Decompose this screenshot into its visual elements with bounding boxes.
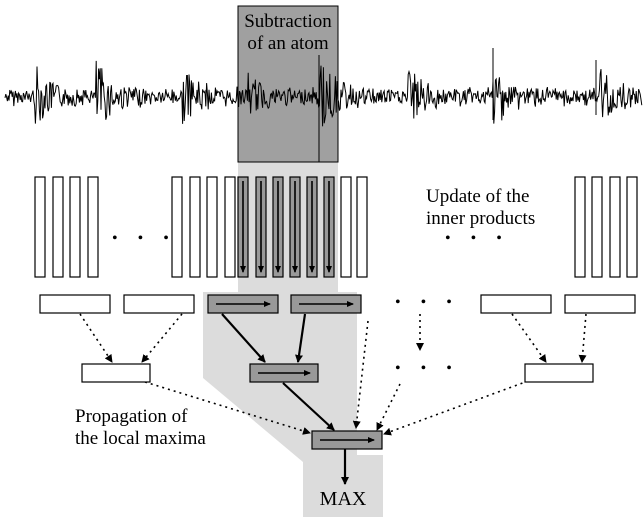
solid-arrow bbox=[282, 382, 335, 431]
local-max-box bbox=[123, 294, 195, 314]
dotted-arrow bbox=[352, 320, 369, 429]
inner-product-column bbox=[52, 176, 64, 278]
solid-arrow bbox=[295, 313, 307, 363]
atom-outline bbox=[237, 5, 339, 163]
propagation-label-line1: Propagation of bbox=[75, 406, 188, 427]
dotted-arrow bbox=[141, 313, 183, 363]
propagation-label: Propagation of the local maxima bbox=[75, 406, 206, 450]
dotted-arrow bbox=[578, 313, 587, 363]
inner-product-column bbox=[340, 176, 352, 278]
max-tree-solid-arrows bbox=[221, 313, 349, 485]
light-shade-column bbox=[238, 162, 338, 292]
inner-product-column bbox=[206, 176, 218, 278]
inner-product-column bbox=[591, 176, 603, 278]
max-label: MAX bbox=[319, 488, 367, 510]
level2-max-box bbox=[81, 363, 151, 383]
subtraction-label-line1: Subtraction bbox=[244, 11, 332, 32]
ellipsis-columns-right: • • • bbox=[445, 230, 510, 247]
dotted-arrow bbox=[383, 380, 529, 436]
propagation-dotted-arrows bbox=[79, 313, 587, 436]
inner-product-column bbox=[69, 176, 81, 278]
inner-product-column bbox=[574, 176, 586, 278]
inner-product-columns bbox=[34, 176, 638, 278]
update-label-line2: inner products bbox=[426, 207, 536, 229]
subtraction-label-line2: of an atom bbox=[247, 32, 329, 54]
ellipsis-row3: • • • bbox=[395, 360, 460, 377]
inner-product-column bbox=[609, 176, 621, 278]
subtraction-label: Subtraction of an atom bbox=[238, 11, 338, 55]
inner-product-column bbox=[626, 176, 638, 278]
inner-product-column bbox=[189, 176, 201, 278]
inner-product-column bbox=[171, 176, 183, 278]
dotted-arrow bbox=[376, 383, 401, 431]
light-shade-region bbox=[203, 292, 383, 517]
update-label-line1: Update of the bbox=[426, 186, 530, 207]
max-tree-boxes bbox=[39, 294, 636, 450]
ellipsis-row2: • • • bbox=[395, 294, 460, 311]
level2-max-box bbox=[524, 363, 594, 383]
local-max-box bbox=[480, 294, 552, 314]
dotted-arrow bbox=[511, 313, 547, 363]
inner-product-column bbox=[356, 176, 368, 278]
local-max-box bbox=[39, 294, 111, 314]
inner-product-column bbox=[224, 176, 236, 278]
propagation-label-line2: the local maxima bbox=[75, 427, 206, 449]
update-label: Update of the inner products bbox=[426, 186, 535, 230]
ellipsis-columns-left: • • • bbox=[112, 230, 177, 247]
audio-signal-waveform bbox=[4, 48, 643, 162]
solid-arrow bbox=[221, 313, 266, 363]
inner-product-column bbox=[87, 176, 99, 278]
dotted-arrow bbox=[79, 313, 113, 363]
inner-product-column bbox=[34, 176, 46, 278]
local-max-box bbox=[564, 294, 636, 314]
